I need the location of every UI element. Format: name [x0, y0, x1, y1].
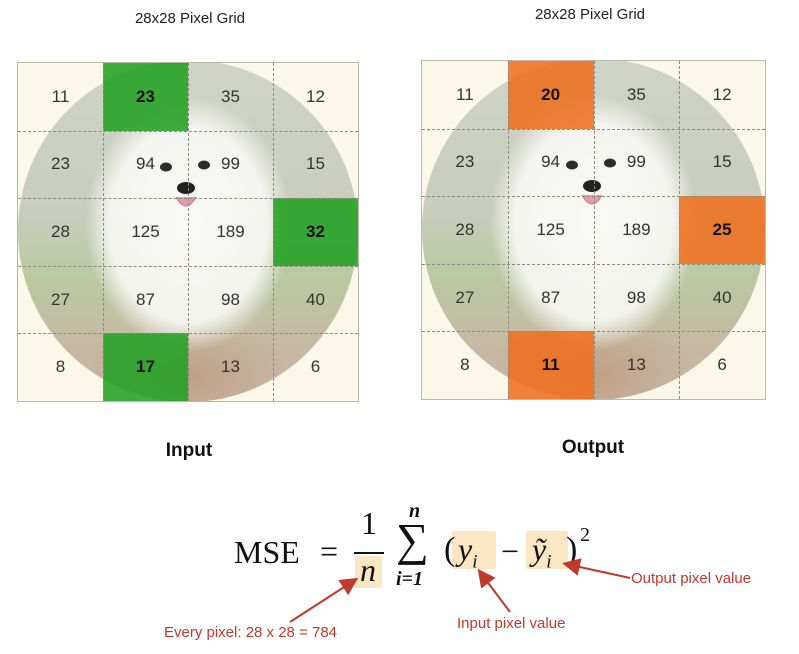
pixel-cell: 8	[460, 355, 470, 375]
output-pixel-grid: 11 20 35 12 23 94 99 15 28 125 189 25 27 87 98 40 8 11 13 6	[421, 60, 766, 400]
pixel-cell: 189	[622, 219, 651, 239]
pixel-cell: 13	[626, 355, 646, 375]
input-pixel-grid: 11 23 35 12 23 94 99 15 28 125 189 32 27 87 98 40 8 17 13 6	[17, 62, 359, 402]
pixel-cell: 35	[221, 86, 240, 106]
pixel-cell: 189	[216, 221, 245, 241]
pixel-cell: 35	[626, 84, 646, 104]
highlighted-pixel-cell: 25	[679, 196, 765, 264]
grid-line	[422, 331, 765, 333]
pixel-cell: 15	[712, 152, 732, 172]
formula-numerator: 1	[361, 505, 377, 541]
dog-face-icon	[566, 158, 616, 205]
pixel-cell: 27	[51, 289, 70, 309]
pixel-cell: 40	[306, 289, 325, 309]
input-label: Input	[165, 440, 213, 461]
grid-line	[18, 333, 358, 335]
pixel-cell: 98	[221, 289, 240, 309]
pixel-cell: 15	[306, 154, 325, 174]
pixel-cell: 8	[55, 357, 66, 377]
pixel-cell: 23	[51, 154, 70, 174]
formula-input-term: yi	[458, 531, 478, 573]
pixel-cell: 11	[456, 84, 474, 104]
highlighted-pixel-cell: 23	[103, 63, 188, 131]
pixel-cell: 99	[221, 154, 240, 174]
every-pixel-annotation: Every pixel: 28 x 28 = 784	[164, 624, 338, 641]
output-pixel-annotation: Output pixel value	[631, 570, 752, 587]
formula-equals: =	[320, 533, 339, 569]
grid-line	[593, 61, 595, 399]
pixel-cell: 12	[306, 86, 325, 106]
fraction-bar	[354, 552, 384, 554]
denominator-highlight	[355, 556, 382, 588]
formula-lhs: MSE	[234, 534, 300, 570]
pixel-cell: 12	[712, 84, 732, 104]
highlighted-pixel-cell: 11	[507, 331, 594, 399]
highlighted-pixel-cell: 20	[507, 61, 594, 129]
formula-denominator: n	[360, 552, 376, 588]
pixel-cell: 13	[221, 357, 240, 377]
pixel-cell: 87	[541, 287, 561, 307]
pixel-cell: 28	[51, 221, 70, 241]
grid-line	[507, 61, 509, 399]
formula-sum-lower: i=1	[396, 568, 423, 590]
right-grid-title: 28x28 Pixel Grid	[534, 6, 646, 23]
formula-output-term: ỹi	[532, 531, 552, 573]
input-pixel-annotation: Input pixel value	[457, 615, 566, 632]
input-arrow	[477, 568, 511, 613]
grid-line	[422, 128, 765, 130]
grid-line	[18, 265, 358, 267]
grid-line	[18, 130, 358, 132]
highlighted-pixel-cell: 17	[103, 333, 188, 401]
pixel-cell: 27	[455, 287, 475, 307]
formula-exponent: 2	[580, 524, 590, 546]
dog-face-icon	[160, 160, 210, 207]
pixel-cell: 125	[536, 219, 565, 239]
pixel-cell: 125	[131, 221, 160, 241]
highlighted-pixel-cell: 32	[273, 198, 358, 266]
formula-sum-upper: n	[409, 500, 421, 522]
pixel-cell: 98	[626, 287, 646, 307]
input-term-highlight	[452, 531, 496, 569]
output-arrow	[562, 558, 631, 579]
denominator-arrow	[289, 577, 359, 623]
grid-line	[188, 63, 189, 401]
pixel-cell: 23	[455, 152, 475, 172]
pixel-cell: 40	[712, 287, 732, 307]
grid-line	[103, 63, 104, 401]
formula-minus: −	[501, 533, 520, 569]
output-term-highlight	[526, 531, 568, 569]
grid-line	[273, 63, 274, 401]
pixel-cell: 28	[455, 219, 475, 239]
pixel-cell: 99	[626, 152, 646, 172]
formula-close-paren: )	[566, 531, 578, 568]
grid-line	[422, 263, 765, 265]
grid-line	[679, 61, 681, 399]
output-label: Output	[561, 437, 625, 458]
pixel-cell: 6	[310, 357, 321, 377]
pixel-cell: 87	[136, 289, 155, 309]
sum-icon: ∑	[396, 514, 429, 565]
pixel-cell: 94	[136, 154, 155, 174]
grid-line	[422, 196, 765, 198]
formula-open-paren: (	[444, 531, 456, 568]
pixel-cell: 6	[717, 355, 727, 375]
left-grid-title: 28x28 Pixel Grid	[134, 10, 246, 27]
grid-line	[18, 198, 358, 200]
pixel-cell: 11	[51, 86, 70, 106]
pixel-cell: 94	[541, 152, 561, 172]
